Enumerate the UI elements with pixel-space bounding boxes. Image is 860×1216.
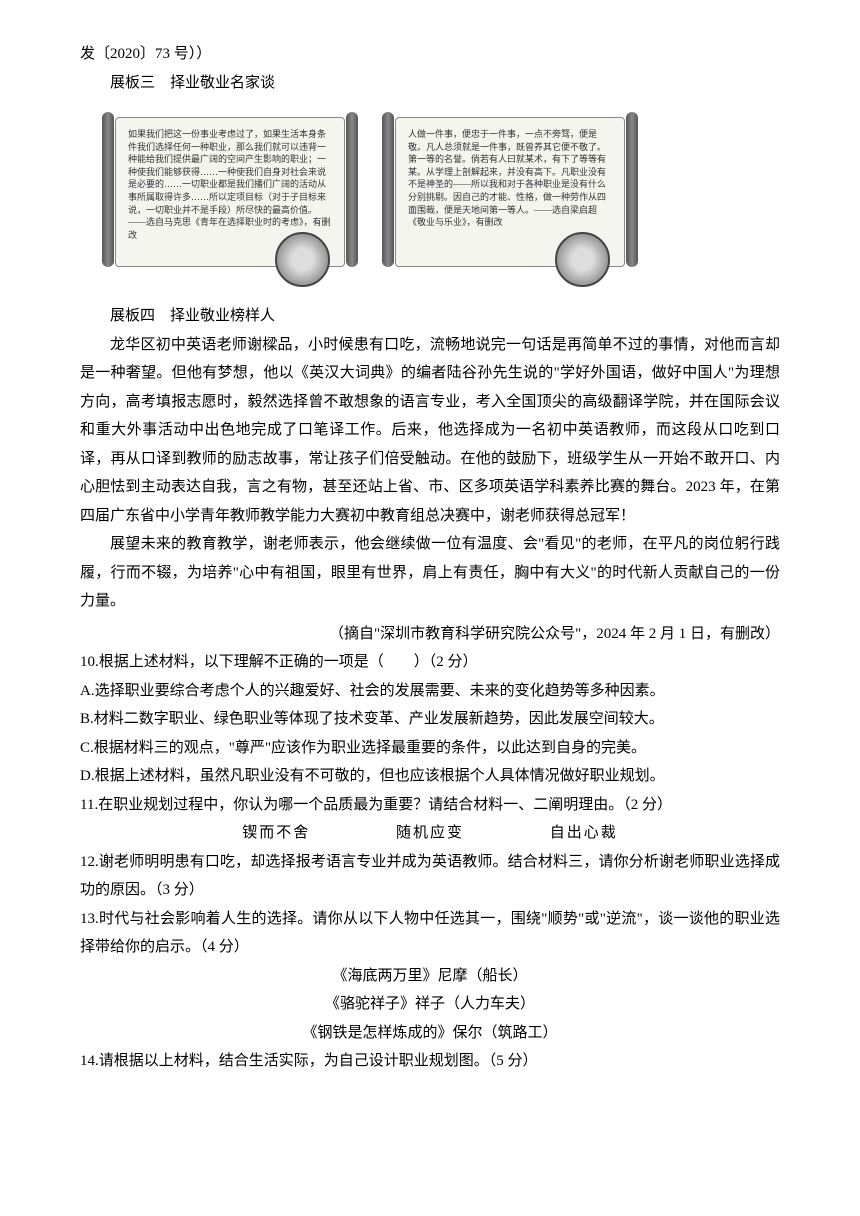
board3-title: 展板三 择业敬业名家谈 [80, 69, 780, 98]
question-12: 12.谢老师明明患有口吃，却选择报考语言专业并成为英语教师。结合材料三，请你分析… [80, 848, 780, 905]
header-line: 发〔2020〕73 号）） [80, 40, 780, 69]
question-11: 11.在职业规划过程中，你认为哪一个品质最为重要？请结合材料一、二阐明理由。（2… [80, 791, 780, 820]
q13-book-1: 《海底两万里》尼摩（船长） [80, 962, 780, 991]
paragraph-2: 展望未来的教育教学，谢老师表示，他会继续做一位有温度、会"看见"的老师，在平凡的… [80, 530, 780, 616]
question-11-options: 锲而不舍 随机应变 自出心裁 [80, 819, 780, 848]
q13-book-2: 《骆驼祥子》祥子（人力车夫） [80, 990, 780, 1019]
question-10-option-b: B.材料二数字职业、绿色职业等体现了技术变革、产业发展新趋势，因此发展空间较大。 [80, 705, 780, 734]
question-10-option-d: D.根据上述材料，虽然凡职业没有不可敬的，但也应该根据个人具体情况做好职业规划。 [80, 762, 780, 791]
scroll-right: 人做一件事，便忠于一件事，一点不旁骛，便是敬。凡人总须就是一件事，既曾养其它便不… [380, 107, 640, 287]
paragraph-1: 龙华区初中英语老师谢樑品，小时候患有口吃，流畅地说完一句话是再简单不过的事情，对… [80, 331, 780, 531]
scrolls-container: 如果我们把这一份事业考虑过了，如果生活本身条件我们选择任何一种职业，那么我们就可… [100, 107, 780, 287]
question-10-option-a: A.选择职业要综合考虑个人的兴趣爱好、社会的发展需要、未来的变化趋势等多种因素。 [80, 677, 780, 706]
question-13: 13.时代与社会影响着人生的选择。请你从以下人物中任选其一，围绕"顺势"或"逆流… [80, 905, 780, 962]
scroll-right-text: 人做一件事，便忠于一件事，一点不旁骛，便是敬。凡人总须就是一件事，既曾养其它便不… [408, 128, 612, 229]
q13-book-3: 《钢铁是怎样炼成的》保尔（筑路工） [80, 1019, 780, 1048]
source-citation: （摘自"深圳市教育科学研究院公众号"，2024 年 2 月 1 日，有删改） [80, 620, 780, 649]
scroll-roll-icon [382, 112, 394, 267]
board4-title: 展板四 择业敬业榜样人 [80, 302, 780, 331]
scroll-roll-icon [102, 112, 114, 267]
marx-portrait-icon [275, 232, 330, 287]
q11-option-2: 随机应变 [396, 819, 464, 848]
scroll-roll-icon [626, 112, 638, 267]
scroll-left: 如果我们把这一份事业考虑过了，如果生活本身条件我们选择任何一种职业，那么我们就可… [100, 107, 360, 287]
scroll-left-text: 如果我们把这一份事业考虑过了，如果生活本身条件我们选择任何一种职业，那么我们就可… [128, 128, 332, 241]
scroll-roll-icon [346, 112, 358, 267]
q11-option-3: 自出心裁 [550, 819, 618, 848]
q11-option-1: 锲而不舍 [242, 819, 310, 848]
question-14: 14.请根据以上材料，结合生活实际，为自己设计职业规划图。（5 分） [80, 1047, 780, 1076]
question-10: 10.根据上述材料，以下理解不正确的一项是（ ）（2 分） [80, 648, 780, 677]
question-10-option-c: C.根据材料三的观点，"尊严"应该作为职业选择最重要的条件，以此达到自身的完美。 [80, 734, 780, 763]
liang-portrait-icon [555, 232, 610, 287]
